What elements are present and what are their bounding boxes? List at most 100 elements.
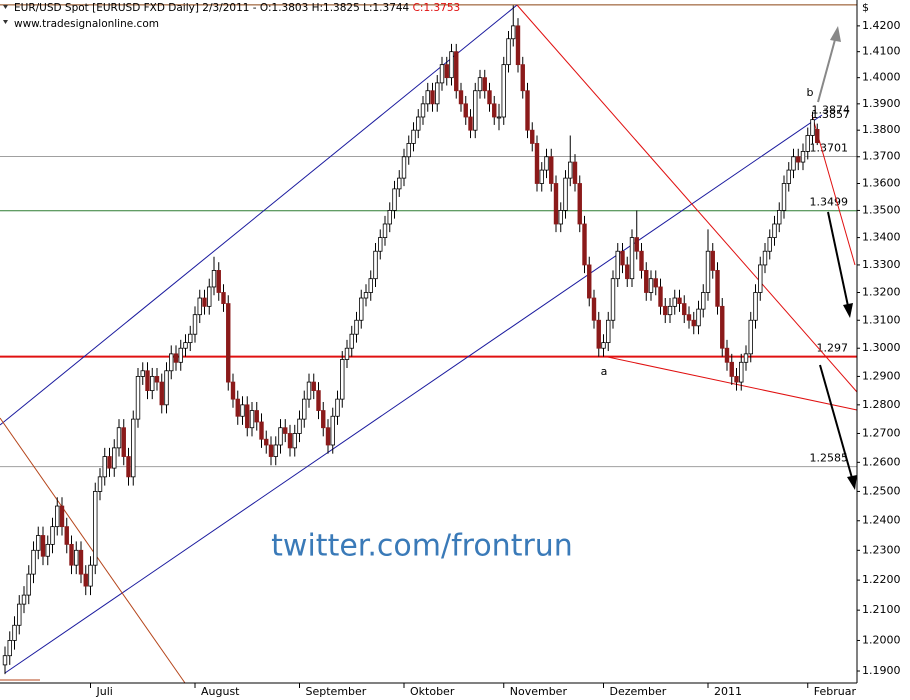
candle-body	[686, 314, 692, 321]
candle-body	[373, 250, 378, 280]
candle-body	[154, 376, 160, 383]
candle-body	[496, 116, 502, 119]
candle-body	[121, 427, 126, 457]
x-tick-label: Juli	[96, 685, 113, 698]
candle-body	[743, 353, 749, 363]
candle-body	[207, 286, 212, 307]
candle-body	[720, 305, 725, 349]
candle-body	[539, 169, 544, 184]
candle-body	[520, 64, 525, 92]
candle-body	[363, 292, 369, 299]
candle-body	[710, 250, 715, 271]
trendline	[516, 4, 858, 393]
candle-body	[40, 535, 46, 557]
candle-body	[625, 264, 630, 280]
candle-body	[140, 370, 145, 377]
candle-body	[93, 491, 98, 566]
y-tick-label: 1.2500	[862, 484, 901, 497]
candle-body	[335, 398, 340, 417]
candle-body	[796, 156, 801, 163]
channel-upper	[0, 4, 518, 426]
x-tick-label: 2011	[714, 685, 742, 698]
candle-body	[354, 319, 359, 335]
candle-body	[492, 103, 497, 118]
candle-body	[739, 361, 744, 383]
candle-body	[601, 342, 606, 349]
candle-body	[501, 64, 506, 118]
candle-body	[36, 535, 41, 551]
candle-body	[648, 278, 654, 293]
candle-body	[145, 370, 150, 392]
candle-body	[268, 444, 274, 457]
candle-body	[729, 361, 734, 377]
annotation: b	[807, 86, 814, 99]
candle-body	[534, 143, 540, 184]
candle-body	[382, 223, 388, 238]
axis-symbol: $	[862, 1, 869, 14]
price-label: 1.3857	[812, 108, 851, 121]
arrowhead	[830, 26, 841, 42]
levels: 1.4282 1.3701 1.3499 1.297 1.2585 1.38741.385…	[0, 0, 857, 468]
trendlines	[0, 4, 858, 684]
candle-body	[558, 210, 563, 225]
candle-body	[463, 103, 468, 118]
candle-body	[777, 210, 782, 225]
candle-body	[26, 573, 31, 596]
y-tick-label: 1.3400	[862, 231, 901, 244]
candle-body	[31, 549, 36, 575]
candle-body	[273, 444, 278, 457]
level-label: 1.3499	[810, 196, 849, 209]
candle-body	[454, 51, 459, 92]
candle-body	[411, 129, 416, 144]
chart-title: EUR/USD Spot [EURUSD FXD Daily] 2/3/2011…	[14, 2, 460, 14]
candle-body	[359, 297, 364, 321]
candle-body	[515, 25, 521, 66]
y-tick-label: 1.2600	[862, 455, 901, 468]
candle-body	[74, 549, 79, 566]
title-text: EUR/USD Spot [EURUSD FXD Daily] 2/3/2011…	[14, 2, 410, 14]
candle-body	[401, 156, 407, 179]
subtitle: www.tradesignalonline.com	[14, 18, 159, 30]
candle-body	[758, 264, 763, 293]
y-tick-label: 1.2300	[862, 543, 901, 556]
candle-body	[691, 319, 696, 327]
candle-body	[477, 77, 483, 92]
candle-body	[420, 103, 426, 118]
candle-body	[197, 297, 202, 316]
candle-body	[325, 427, 331, 446]
candle-body	[344, 347, 350, 360]
candle-body	[135, 376, 141, 420]
x-tick-label: Oktober	[410, 685, 455, 698]
candle-body	[178, 347, 183, 363]
candle-body	[50, 526, 55, 545]
candle-body	[7, 640, 12, 657]
y-tick-label: 1.2000	[862, 633, 901, 646]
candle-body	[800, 151, 806, 163]
y-tick-label: 1.2100	[862, 603, 901, 616]
candle-body	[805, 135, 810, 152]
candle-body	[606, 319, 611, 344]
candle-body	[78, 549, 84, 575]
candle-body	[544, 156, 549, 171]
candle-body	[159, 381, 164, 406]
trendline	[602, 355, 858, 411]
candle-body	[340, 359, 345, 400]
title-close: C:1.3753	[413, 2, 461, 14]
candle-body	[663, 305, 668, 316]
arrowhead	[843, 303, 853, 318]
candle-body	[610, 278, 616, 321]
candle-body	[245, 404, 250, 429]
candle-body	[577, 183, 582, 225]
candle-body	[748, 319, 753, 355]
candle-body	[2, 655, 8, 666]
candle-body	[591, 297, 597, 321]
candle-body	[696, 308, 701, 327]
y-tick-label: 1.2900	[862, 369, 901, 382]
candle-body	[449, 51, 454, 79]
trendline	[0, 417, 186, 684]
candle-body	[563, 177, 568, 211]
candle-body	[511, 25, 516, 40]
candle-body	[392, 188, 397, 211]
candle-body	[734, 376, 739, 383]
